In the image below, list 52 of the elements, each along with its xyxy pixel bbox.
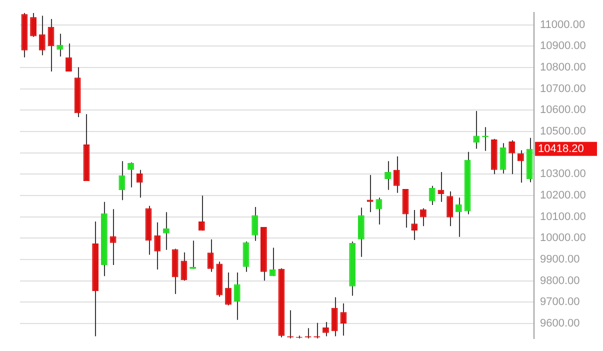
candlestick — [508, 140, 516, 175]
candlestick — [128, 162, 134, 188]
candlestick — [252, 206, 258, 242]
y-tick-label: 10900.00 — [540, 40, 586, 52]
candlestick — [207, 238, 214, 272]
y-tick-label: 10800.00 — [540, 61, 586, 74]
candlestick — [473, 110, 480, 150]
candlestick — [234, 272, 240, 320]
y-tick-label: 10700.00 — [540, 82, 586, 95]
candlestick — [518, 150, 524, 184]
candlestick — [428, 185, 436, 206]
candlestick — [402, 188, 409, 228]
candlestick — [384, 160, 391, 190]
candlestick — [446, 190, 454, 227]
y-tick-label: 9700.00 — [540, 296, 580, 308]
candlestick — [163, 212, 170, 250]
candlestick — [500, 142, 506, 174]
candlestick — [393, 156, 400, 194]
y-tick-label: 10200.00 — [540, 189, 586, 202]
candlestick — [322, 321, 329, 337]
y-tick-label: 11000.00 — [540, 18, 586, 31]
y-tick-label: 10100.00 — [540, 210, 586, 223]
y-tick-label: 10500.00 — [540, 125, 586, 138]
y-tick-label: 10600.00 — [540, 104, 586, 116]
y-tick-label: 9800.00 — [540, 274, 580, 287]
candlestick — [118, 160, 126, 201]
candlestick — [411, 209, 418, 241]
candlestick — [198, 195, 205, 232]
candlestick — [366, 174, 374, 213]
candlestick — [30, 12, 36, 38]
text: 10418.20 — [538, 142, 584, 155]
y-tick-label: 9900.00 — [540, 253, 580, 266]
candlestick — [455, 197, 462, 238]
candlestick — [438, 171, 444, 202]
y-tick-label: 10000.00 — [540, 232, 586, 244]
candlestick — [331, 296, 338, 337]
candlestick — [376, 197, 382, 225]
candlestick — [136, 169, 143, 198]
candlestick — [154, 222, 161, 270]
y-tick-label: 9600.00 — [540, 317, 580, 330]
candlestick — [340, 302, 347, 336]
candlestick — [110, 208, 116, 266]
candlestick — [38, 15, 46, 56]
candlestick — [48, 18, 54, 72]
candlestick — [180, 252, 188, 282]
y-tick-label: 10300.00 — [540, 168, 586, 180]
candlestick — [358, 207, 364, 258]
candlestick — [242, 241, 250, 272]
candlestick — [420, 208, 426, 227]
candlestick — [225, 272, 232, 306]
candlestick — [66, 43, 72, 72]
candlestick — [269, 247, 276, 277]
